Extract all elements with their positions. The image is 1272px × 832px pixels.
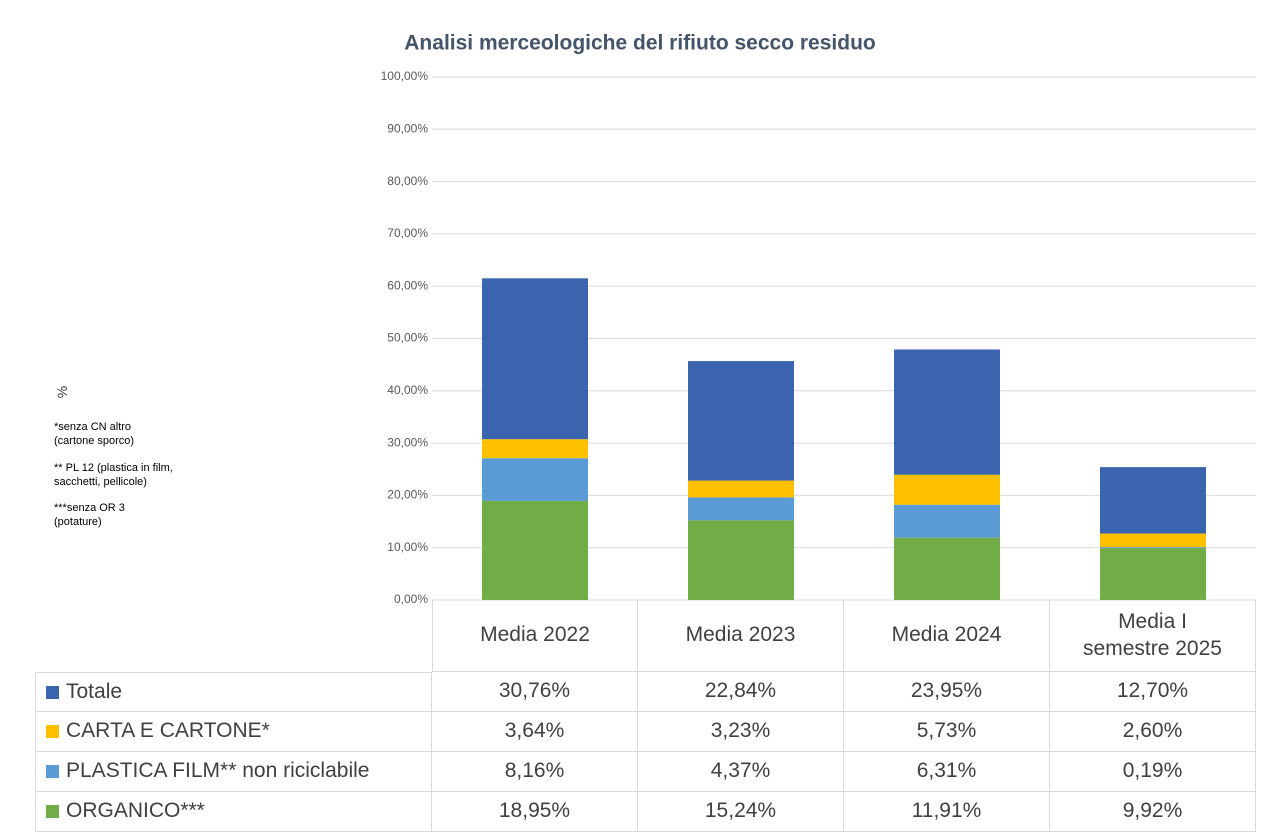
legend-entry: ORGANICO*** [35, 792, 432, 832]
note: *senza CN altro (cartone sporco) [54, 421, 135, 448]
category-label: Media 2024 [844, 600, 1050, 672]
data-table-value: 23,95% [844, 672, 1050, 712]
bar-segment [894, 504, 1000, 538]
data-table-value: 12,70% [1050, 672, 1256, 712]
data-table-value: 0,19% [1050, 752, 1256, 792]
bar-segment [688, 480, 794, 498]
y-tick-label: 0,00% [394, 592, 428, 606]
data-table-value: 18,95% [432, 792, 638, 832]
y-tick-label: 10,00% [387, 540, 428, 554]
note: ** PL 12 (plastica in film, sacchetti, p… [54, 461, 173, 488]
data-table-value: 6,31% [844, 752, 1050, 792]
y-tick-label: 80,00% [387, 174, 428, 188]
y-tick-label: 70,00% [387, 226, 428, 240]
legend-label: PLASTICA FILM** non riciclabile [66, 759, 370, 783]
data-table-value: 30,76% [432, 672, 638, 712]
data-table-value: 15,24% [638, 792, 844, 832]
data-table-value: 3,64% [432, 712, 638, 752]
y-tick-label: 40,00% [387, 383, 428, 397]
data-table-value: 3,23% [638, 712, 844, 752]
note: ***senza OR 3 (potature) [54, 502, 125, 529]
legend-entry: PLASTICA FILM** non riciclabile [35, 752, 432, 792]
data-table-value: 5,73% [844, 712, 1050, 752]
y-tick-label: 90,00% [387, 121, 428, 135]
legend-key [46, 805, 59, 818]
y-axis-label: % [54, 385, 70, 399]
bar-segment [482, 439, 588, 459]
category-label: Media I semestre 2025 [1050, 600, 1256, 672]
y-tick-label: 30,00% [387, 435, 428, 449]
data-table-value: 4,37% [638, 752, 844, 792]
chart-title: Analisi merceologiche del rifiuto secco … [404, 32, 875, 55]
legend-key [46, 725, 59, 738]
bar-segment [482, 278, 588, 440]
category-label: Media 2023 [638, 600, 844, 672]
legend-label: ORGANICO*** [66, 799, 205, 823]
data-table-value: 22,84% [638, 672, 844, 712]
bar-segment [688, 520, 794, 600]
y-tick-label: 60,00% [387, 278, 428, 292]
legend-entry: Totale [35, 672, 432, 712]
data-table-value: 8,16% [432, 752, 638, 792]
legend-key [46, 685, 59, 699]
bar-segment [1100, 533, 1206, 548]
bar-segment [482, 500, 588, 600]
y-tick-label: 20,00% [387, 488, 428, 502]
legend-key [46, 765, 59, 778]
bar-segment [1100, 467, 1206, 534]
legend-entry: CARTA E CARTONE* [35, 712, 432, 752]
y-tick-label: 100,00% [381, 69, 429, 83]
bar-segment [1100, 547, 1206, 549]
bar-segment [688, 361, 794, 481]
legend-label: Totale [66, 679, 123, 703]
data-table-value: 11,91% [844, 792, 1050, 832]
data-table-value: 2,60% [1050, 712, 1256, 752]
bar-segment [894, 474, 1000, 505]
bar-segment [894, 537, 1000, 600]
bar-segment [482, 458, 588, 501]
y-tick-label: 50,00% [387, 331, 428, 345]
bar-segment [894, 349, 1000, 475]
bar-segment [1100, 548, 1206, 600]
category-label: Media 2022 [432, 600, 638, 672]
legend-label: CARTA E CARTONE* [66, 719, 270, 743]
notes: *senza CN altro (cartone sporco) ** PL 12… [54, 420, 173, 542]
bar-segment [688, 497, 794, 521]
data-table-value: 9,92% [1050, 792, 1256, 832]
